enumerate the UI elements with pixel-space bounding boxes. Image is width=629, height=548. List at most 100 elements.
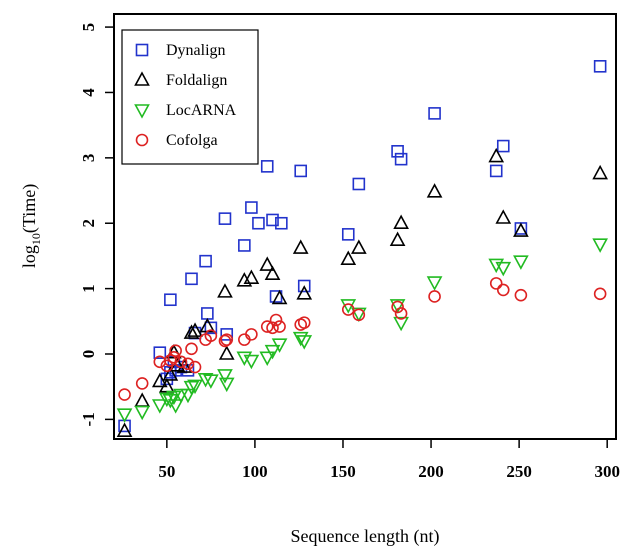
data-point [135,377,149,390]
legend-box [121,29,259,165]
data-point [151,399,168,414]
data-point [236,351,253,366]
data-point [218,212,232,225]
y-axis-title-rest: (Time) [19,184,40,233]
data-point [393,214,409,230]
data-point [185,272,198,286]
data-point [162,366,179,381]
y-axis-title: log10(Time) [19,184,43,268]
data-point [350,239,367,254]
data-point [176,358,193,373]
data-points [116,60,608,437]
data-point [391,300,404,314]
data-point [252,216,265,230]
data-point [296,335,313,350]
data-point [593,60,607,73]
data-point [220,328,234,341]
data-point [294,164,308,178]
data-point [264,265,281,281]
x-axis: 50 100 150 200 250 300 [158,439,620,481]
data-point [183,324,200,339]
data-point [426,276,443,291]
data-point [275,216,288,230]
data-point [174,355,188,369]
data-point [352,177,366,191]
x-tick-label: 50 [158,462,175,481]
data-point [592,238,608,253]
data-point [496,139,510,153]
data-point [273,320,286,333]
data-point [391,145,404,158]
data-point [350,307,367,323]
data-point [428,290,441,303]
data-point [204,329,218,342]
legend-label: Dynalign [166,42,226,59]
data-point [199,254,212,268]
data-point [180,388,196,404]
data-point [238,239,251,252]
data-point [592,164,608,180]
data-point [488,147,505,163]
data-point [269,313,283,327]
data-point [220,333,234,346]
data-point [389,299,406,314]
data-point [185,342,198,356]
legend: Dynalign Foldalign LocARNA Cofolga [121,29,259,165]
y-axis: -1 0 1 2 3 4 5 [79,23,114,426]
data-point [488,258,505,274]
x-axis-title: Sequence length (nt) [291,526,440,547]
legend-marker [134,104,150,119]
data-point [514,288,528,302]
data-point [243,269,260,284]
data-point [495,261,512,277]
data-point [266,213,279,227]
data-point [116,408,133,423]
data-point [167,399,184,414]
series-cofolga [118,277,607,401]
data-point [489,277,503,290]
data-point [352,308,366,322]
data-point [297,279,311,293]
data-point [495,209,512,224]
y-tick-label: 5 [79,23,98,32]
data-point [426,183,443,198]
data-point [513,255,529,270]
data-point [394,307,408,320]
data-point [116,422,133,437]
data-point [153,346,167,359]
data-point [204,321,218,335]
data-point [164,293,177,307]
data-point [188,360,202,374]
y-tick-label: 4 [79,88,98,97]
y-tick-label: 1 [79,284,98,293]
x-tick-label: 200 [418,462,444,481]
legend-marker [135,43,149,57]
data-point [245,328,258,341]
data-point [489,164,503,178]
data-point [394,152,408,166]
data-point [593,287,607,301]
data-point [297,316,311,329]
data-point [187,322,203,337]
data-point [118,388,131,401]
data-point [260,160,274,173]
x-tick-label: 100 [242,462,268,481]
data-point [181,357,195,371]
plot-frame [113,13,617,440]
data-point [183,380,200,396]
series-locarna [116,238,608,423]
data-point [134,392,151,407]
data-point [340,250,357,265]
data-point [292,239,309,254]
data-point [260,320,274,333]
y-tick-label: 3 [79,154,98,163]
y-axis-title-main: log [19,245,39,268]
legend-marker [135,133,149,147]
data-point [393,316,409,332]
data-point [264,344,281,360]
data-point [166,390,182,406]
data-point [389,231,406,247]
data-point [496,283,510,297]
data-point [203,374,219,389]
data-point [243,354,260,370]
